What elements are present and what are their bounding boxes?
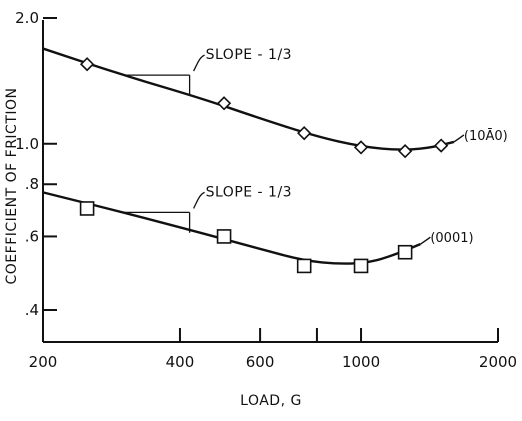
x-tick-label: 400 [166, 353, 195, 371]
series-layer: (10Ā0) (0001) [42, 47, 508, 274]
diamond-marker [434, 138, 449, 153]
x-axis-label: LOAD, G [240, 393, 302, 409]
y-ticks: 2.0 1.0 .8 .6 .4 [15, 9, 57, 319]
series-line [42, 191, 421, 265]
annotation-layer: SLOPE - 1/3 SLOPE - 1/3 [123, 47, 292, 233]
diamond-marker [216, 96, 232, 111]
diamond-marker [353, 140, 369, 155]
y-axis-label: COEFFICIENT OF FRICTION [4, 88, 20, 285]
square-marker [79, 201, 95, 216]
x-tick-label: 600 [246, 353, 275, 371]
x-tick-label: 200 [29, 353, 58, 371]
square-marker [397, 244, 413, 260]
diamond-marker [79, 57, 95, 72]
series-label-leader [453, 134, 465, 143]
slope-annotation: SLOPE - 1/3 [206, 184, 292, 200]
series-label-leader [419, 236, 431, 245]
y-tick-label: .6 [25, 227, 39, 245]
x-tick-label: 2000 [479, 353, 517, 371]
slope-leader [193, 191, 205, 209]
square-marker [296, 258, 312, 274]
slope-leader [193, 54, 205, 72]
square-marker [353, 258, 369, 274]
y-tick-label: 2.0 [15, 9, 39, 27]
x-tick-label: 1000 [342, 353, 380, 371]
y-tick-label: .4 [25, 301, 39, 319]
square-marker [216, 229, 232, 244]
x-ticks: 200 400 600 1000 2000 [29, 328, 517, 371]
y-tick-label: 1.0 [15, 135, 39, 153]
series-label: (0001) [430, 231, 473, 246]
series-line [42, 47, 455, 151]
diamond-marker [397, 144, 413, 159]
slope-annotation: SLOPE - 1/3 [206, 47, 292, 63]
diamond-marker [297, 126, 312, 141]
y-tick-label: .8 [25, 175, 39, 193]
series-label: (10Ā0) [464, 129, 508, 144]
